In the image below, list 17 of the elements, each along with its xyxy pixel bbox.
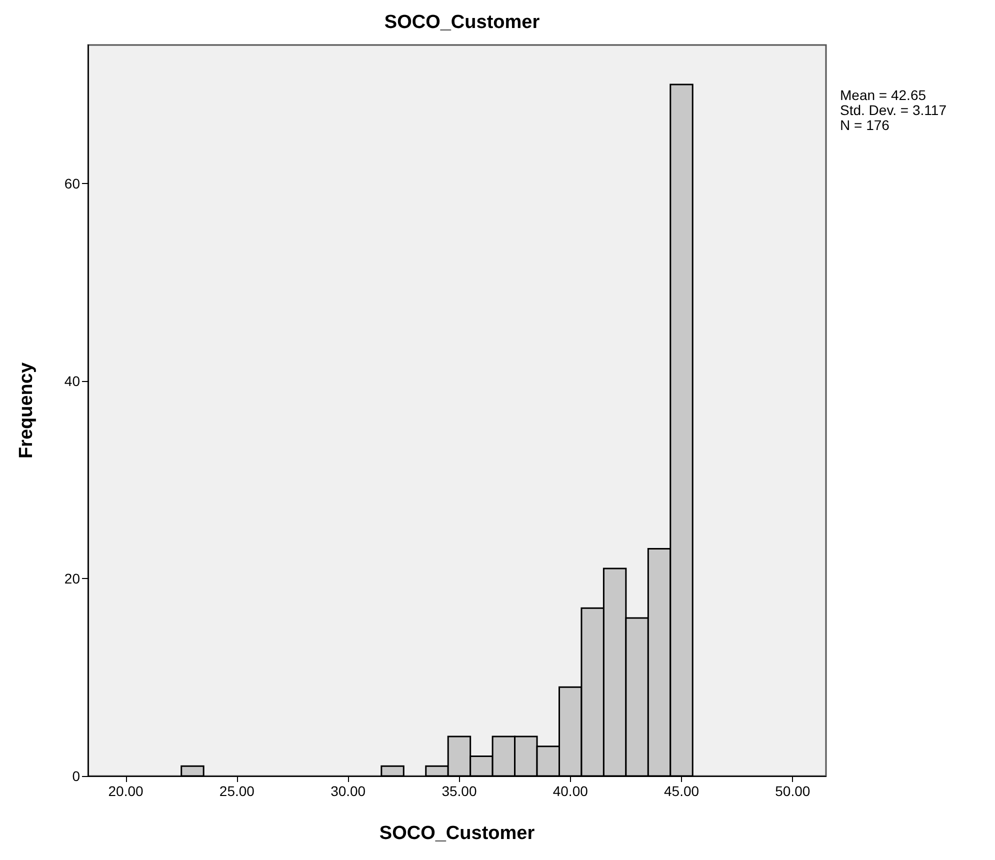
x-axis-title: SOCO_Customer	[379, 823, 536, 844]
y-tick-label: 60	[64, 175, 80, 192]
x-tick-label: 20.00	[108, 783, 144, 799]
y-tick-label: 40	[64, 372, 80, 389]
y-tick-label: 20	[64, 570, 80, 586]
text: Mean = 42.65	[840, 87, 926, 103]
chart-title: SOCO_Customer	[384, 12, 540, 33]
x-tick-label: 35.00	[442, 783, 477, 799]
x-tick-label: 30.00	[330, 783, 366, 799]
x-tick-label: 40.00	[552, 783, 588, 799]
x-tick-label: 25.00	[219, 783, 255, 799]
text: Std. Dev. = 3.117	[840, 102, 947, 118]
y-axis-title: Frequency	[16, 362, 37, 459]
text: N = 176	[840, 117, 890, 133]
x-tick-label: 45.00	[664, 783, 700, 799]
y-tick-label: 0	[72, 768, 80, 784]
x-tick-label: 50.00	[775, 783, 810, 799]
